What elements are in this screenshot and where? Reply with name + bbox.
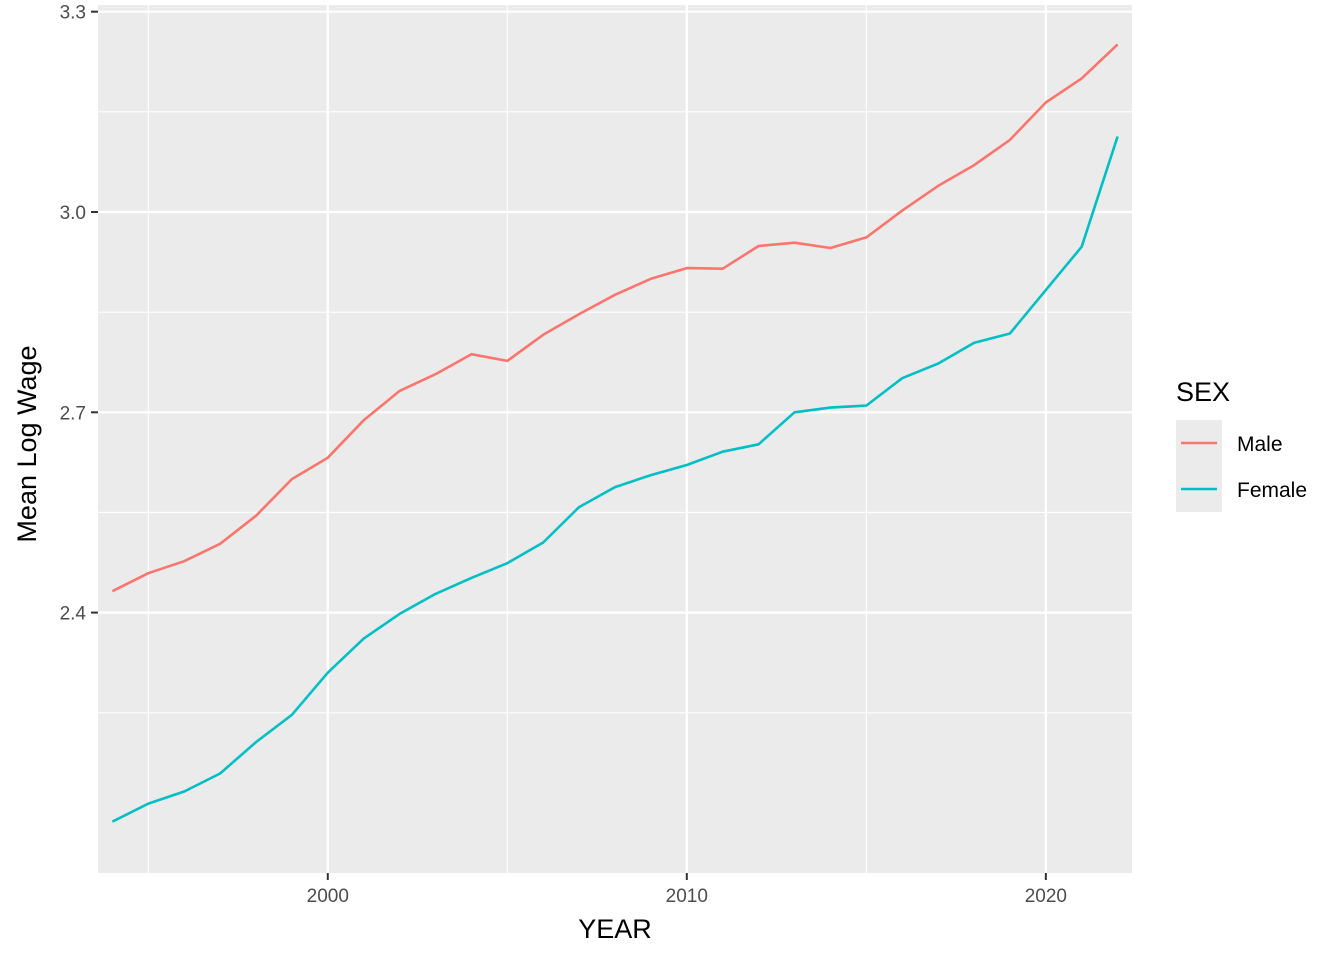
y-tick-label: 2.4: [60, 604, 87, 625]
plot-panel: [98, 5, 1132, 873]
y-axis: 2.4 2.7 3.0 3.3: [60, 3, 98, 625]
legend-item-female: Female: [1176, 466, 1307, 512]
x-tick-label: 2000: [307, 886, 349, 907]
y-tick-label: 3.0: [60, 203, 86, 224]
legend-title: SEX: [1176, 377, 1230, 407]
series-line-female: [111, 136, 1119, 823]
minor-gridlines: [98, 5, 1132, 873]
legend-label: Female: [1237, 479, 1307, 502]
major-gridlines: [98, 5, 1132, 873]
y-tick-label: 3.3: [60, 3, 86, 24]
legend-label: Male: [1237, 433, 1283, 456]
x-tick-label: 2020: [1025, 886, 1067, 907]
legend: SEX Male Female: [1176, 377, 1307, 512]
x-axis: 2000 2010 2020: [307, 873, 1067, 907]
series-lines: [111, 43, 1119, 823]
y-axis-title: Mean Log Wage: [12, 345, 42, 542]
y-tick-label: 2.7: [60, 403, 86, 424]
series-line-male: [111, 43, 1119, 593]
x-tick-label: 2010: [666, 886, 708, 907]
x-axis-title: YEAR: [578, 914, 652, 944]
legend-item-male: Male: [1176, 420, 1283, 466]
